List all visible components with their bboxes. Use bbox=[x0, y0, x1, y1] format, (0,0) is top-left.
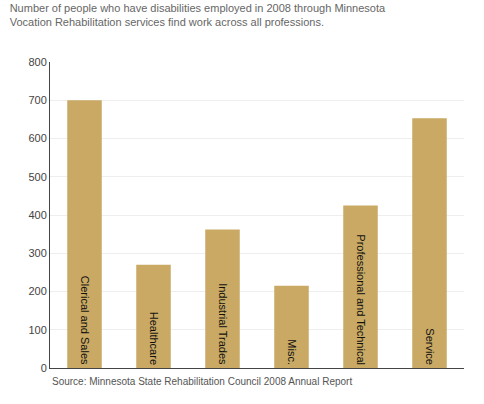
svg-text:200: 200 bbox=[28, 285, 46, 297]
svg-text:700: 700 bbox=[28, 94, 46, 106]
svg-text:Misc.: Misc. bbox=[286, 339, 298, 365]
svg-text:500: 500 bbox=[28, 171, 46, 183]
svg-text:Number of people who have disa: Number of people who have disabilities e… bbox=[10, 2, 386, 28]
svg-text:Clerical and Sales: Clerical and Sales bbox=[79, 276, 91, 365]
svg-text:300: 300 bbox=[28, 247, 46, 259]
svg-text:0: 0 bbox=[41, 362, 47, 374]
svg-text:800: 800 bbox=[28, 56, 46, 68]
svg-text:400: 400 bbox=[28, 209, 46, 221]
svg-text:100: 100 bbox=[28, 324, 46, 336]
svg-text:Industrial Trades: Industrial Trades bbox=[217, 283, 229, 365]
svg-text:Service: Service bbox=[424, 328, 436, 365]
svg-text:600: 600 bbox=[28, 132, 46, 144]
svg-text:Source: Minnesota State Rehabi: Source: Minnesota State Rehabilitation C… bbox=[52, 376, 352, 387]
svg-text:Healthcare: Healthcare bbox=[148, 312, 160, 365]
svg-text:Professional and Technical: Professional and Technical bbox=[355, 234, 367, 365]
